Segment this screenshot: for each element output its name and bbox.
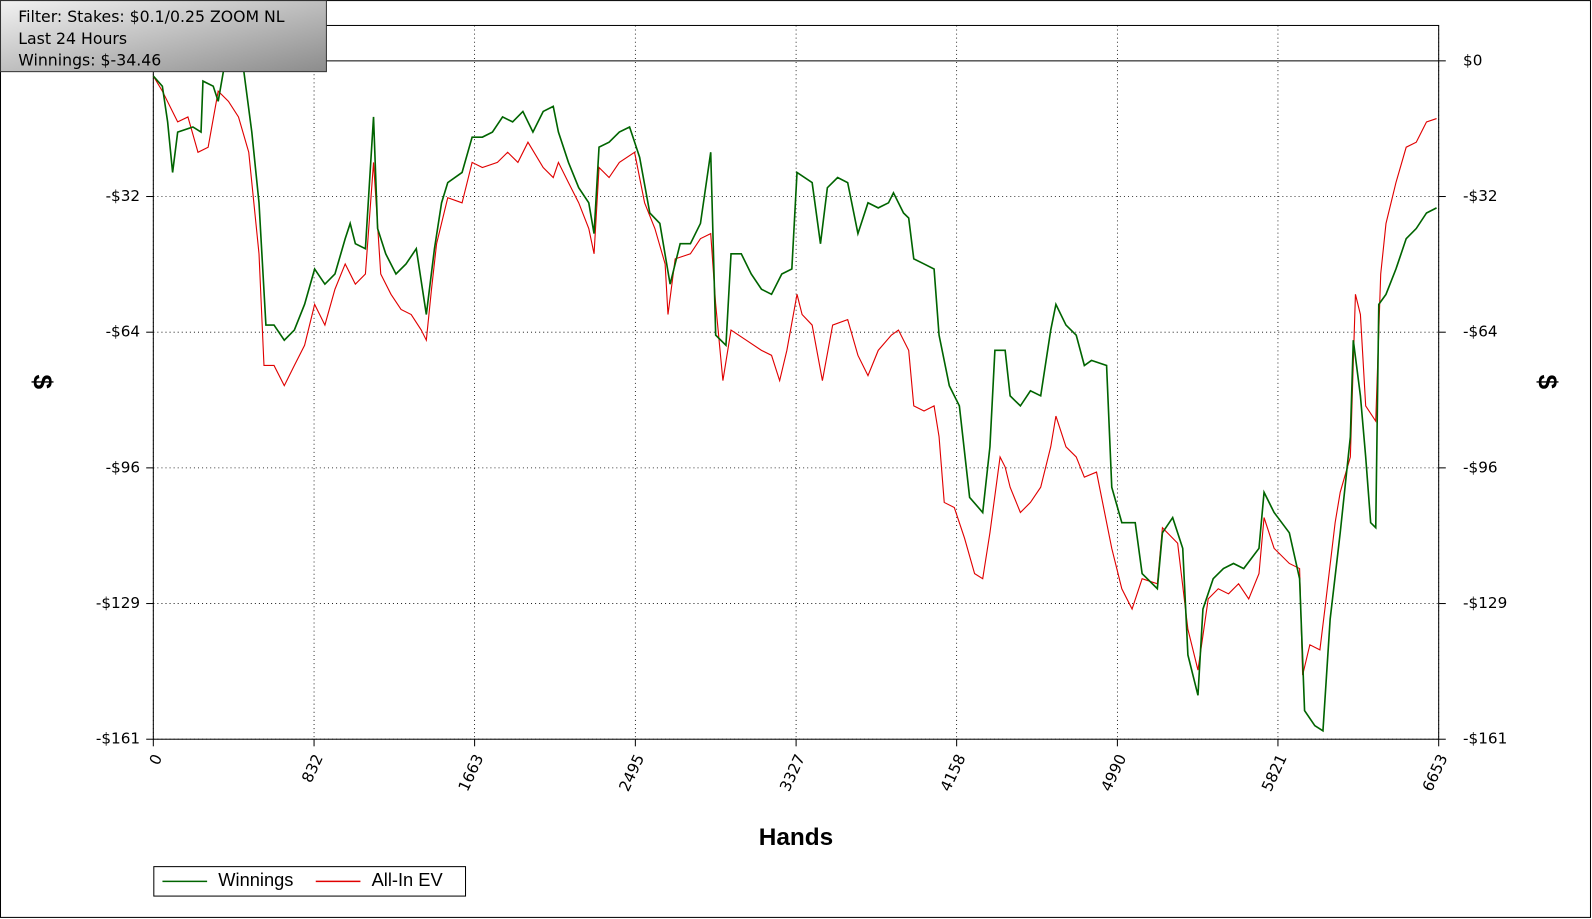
x-axis-title: Hands <box>759 824 833 851</box>
y-axis-title: $ <box>28 374 58 389</box>
lines <box>152 70 1437 733</box>
y2-tick-label: $0 <box>1463 51 1482 69</box>
filter-box <box>0 0 327 73</box>
y2-tick-label: -$64 <box>1463 323 1498 341</box>
winnings-text: Winnings: $-34.46 <box>18 50 161 69</box>
filter-text: Filter: Stakes: $0.1/0.25 ZOOM NL <box>18 7 285 26</box>
y-tick-label: -$64 <box>106 323 141 341</box>
legend-label: All-In EV <box>372 869 444 890</box>
y2-tick-label: -$161 <box>1463 730 1507 748</box>
series-line <box>152 75 1437 676</box>
y2-tick-label: -$32 <box>1463 187 1498 205</box>
legend: Winnings All-In EV <box>162 869 443 890</box>
period-text: Last 24 Hours <box>18 29 127 48</box>
y2-tick-label: -$96 <box>1463 458 1498 476</box>
y2-tick-label: -$129 <box>1463 594 1507 612</box>
y-tick-label: -$161 <box>96 730 140 748</box>
y-tick-label: -$32 <box>106 187 141 205</box>
y-tick-label: -$129 <box>96 594 140 612</box>
y2-axis-title: $ <box>1532 374 1562 389</box>
series-line <box>152 70 1437 733</box>
legend-label: Winnings <box>218 869 293 890</box>
y-tick-label: -$96 <box>106 458 141 476</box>
